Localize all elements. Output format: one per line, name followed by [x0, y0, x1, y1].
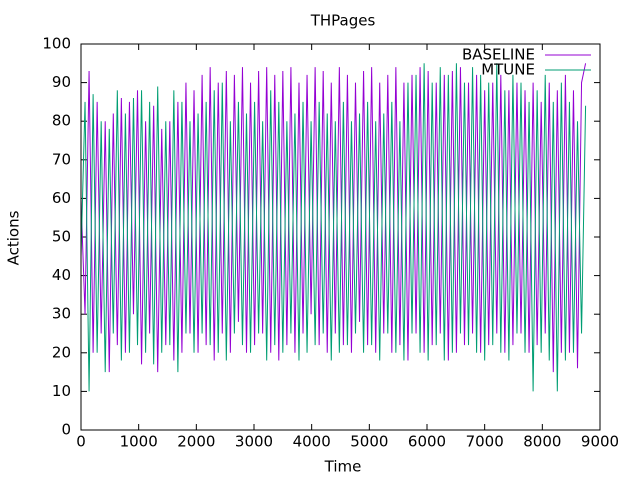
y-tick-label: 70: [52, 150, 71, 168]
y-tick-label: 40: [52, 266, 71, 284]
x-tick-label: 5000: [350, 433, 388, 451]
y-tick-label: 90: [52, 73, 71, 91]
y-axis-label: Actions: [5, 210, 23, 265]
y-tick-label: 100: [42, 35, 71, 53]
x-tick-label: 0: [76, 433, 86, 451]
y-tick-label: 50: [52, 228, 71, 246]
y-tick-label: 0: [61, 421, 71, 439]
y-tick-label: 20: [52, 343, 71, 361]
x-tick-label: 7000: [466, 433, 504, 451]
chart-title: THPages: [310, 12, 376, 30]
legend-label: MTUNE: [481, 61, 535, 79]
y-tick-label: 80: [52, 112, 71, 130]
data-line: [80, 63, 587, 392]
legend-label: BASELINE: [462, 46, 535, 64]
x-tick-label: 6000: [408, 433, 446, 451]
x-tick-label: 4000: [293, 433, 331, 451]
plot-frame: [80, 43, 601, 431]
x-tick-label: 3000: [235, 433, 273, 451]
x-tick-label: 2000: [177, 433, 215, 451]
x-tick-label: 9000: [581, 433, 619, 451]
data-line: [80, 63, 587, 373]
x-axis-label: Time: [324, 458, 362, 476]
y-tick-label: 30: [52, 305, 71, 323]
y-tick-label: 10: [52, 382, 71, 400]
x-tick-label: 1000: [120, 433, 158, 451]
y-tick-label: 60: [52, 189, 71, 207]
x-tick-label: 8000: [523, 433, 561, 451]
